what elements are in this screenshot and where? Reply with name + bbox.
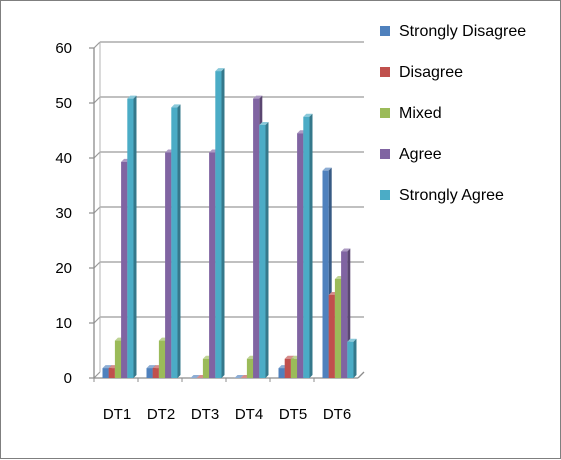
legend-swatch [380, 149, 390, 159]
legend-item: Strongly Disagree [380, 23, 526, 40]
legend-item: Strongly Agree [380, 187, 504, 204]
x-tick-label: DT4 [235, 406, 263, 423]
x-tick-label: DT2 [147, 406, 175, 423]
gridline-wall [93, 371, 101, 379]
legend-swatch [380, 108, 390, 118]
legend-label: Agree [399, 146, 442, 163]
bar [347, 338, 357, 378]
floor-edge [357, 371, 365, 379]
y-tick-label: 0 [64, 370, 72, 387]
bar [171, 104, 181, 379]
bar [215, 68, 225, 378]
legend-item: Disagree [380, 64, 463, 81]
y-tick-label: 60 [55, 40, 72, 57]
legend: Strongly Disagree Disagree Mixed Agree Stron… [380, 23, 526, 204]
legend-label: Strongly Agree [399, 187, 504, 204]
gridline-wall [93, 96, 101, 104]
gridline-wall [93, 261, 101, 269]
x-tick-label: DT5 [279, 406, 307, 423]
y-tick-label: 50 [55, 95, 72, 112]
bars [102, 68, 357, 379]
legend-label: Strongly Disagree [399, 23, 526, 40]
y-tick-label: 10 [55, 315, 72, 332]
gridline-wall [93, 316, 101, 324]
legend-label: Mixed [399, 105, 442, 122]
y-tick-label: 20 [55, 260, 72, 277]
legend-label: Disagree [399, 64, 463, 81]
x-tick-label: DT6 [323, 406, 351, 423]
bar [234, 375, 244, 378]
gridline-wall [93, 41, 101, 49]
y-tick-label: 40 [55, 150, 72, 167]
bar [259, 122, 269, 378]
bar [127, 95, 137, 378]
x-axis-ticks: DT1 DT2 DT3 DT4 DT5 DT6 [93, 378, 351, 423]
x-tick-label: DT3 [191, 406, 219, 423]
legend-swatch [380, 26, 390, 36]
bar [190, 375, 200, 378]
legend-item: Mixed [380, 105, 442, 122]
legend-swatch [380, 190, 390, 200]
x-tick-label: DT1 [103, 406, 131, 423]
gridline-wall [93, 151, 101, 159]
y-tick-label: 30 [55, 205, 72, 222]
y-axis-ticks: 0 10 20 30 40 50 60 [55, 40, 94, 387]
legend-swatch [380, 67, 390, 77]
gridline-wall [93, 206, 101, 214]
gridlines [93, 41, 364, 379]
legend-item: Agree [380, 146, 442, 163]
bar [303, 113, 313, 378]
